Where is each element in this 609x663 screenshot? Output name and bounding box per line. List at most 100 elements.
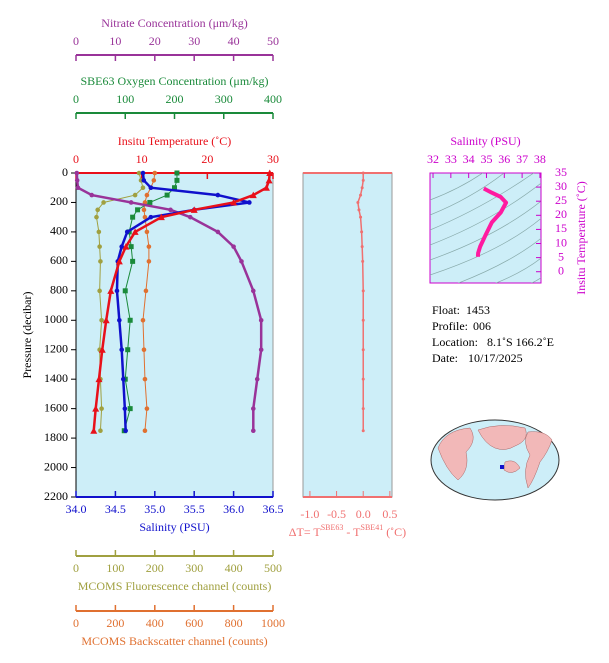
data-marker xyxy=(239,259,244,264)
x-tick-label: 34.0 xyxy=(66,502,87,516)
x-axis-label: SBE63 Oxygen Concentration (μm/kg) xyxy=(80,74,268,88)
info-value: 8.1˚S 166.2˚E xyxy=(487,335,554,349)
data-marker xyxy=(99,406,104,411)
data-marker xyxy=(130,214,136,220)
data-marker xyxy=(102,316,110,324)
data-marker xyxy=(360,186,364,190)
y-tick-label: 0 xyxy=(558,263,564,277)
data-marker xyxy=(75,185,81,191)
data-marker xyxy=(148,214,154,220)
data-marker xyxy=(140,185,146,191)
x-tick-label: 0 xyxy=(73,561,79,575)
data-marker xyxy=(258,317,264,323)
x-axis-label-part: ΔT= T xyxy=(289,525,322,539)
y-tick-label: 400 xyxy=(50,224,68,238)
x-tick-label: 500 xyxy=(264,561,282,575)
profile-line xyxy=(92,172,271,431)
y-tick-label: 30 xyxy=(555,179,567,193)
data-marker xyxy=(231,244,236,249)
data-marker xyxy=(122,243,130,250)
data-marker xyxy=(144,406,150,411)
data-marker xyxy=(115,257,123,265)
world-map xyxy=(430,419,560,501)
data-marker xyxy=(146,244,152,249)
main-plot-area xyxy=(75,172,274,498)
x-tick-label: 32 xyxy=(427,152,439,166)
data-marker xyxy=(74,170,80,176)
x-axis-label-part: SBE41 xyxy=(361,523,384,532)
data-marker xyxy=(90,427,98,434)
data-marker xyxy=(123,428,128,434)
data-marker xyxy=(152,170,158,176)
data-marker xyxy=(99,317,104,323)
data-marker xyxy=(89,192,95,198)
x-tick-label: 200 xyxy=(146,561,164,575)
y-tick-label: 2000 xyxy=(44,459,68,473)
info-value: 006 xyxy=(473,319,491,333)
delta-t-line xyxy=(357,173,364,431)
y-tick-label: 20 xyxy=(555,207,567,221)
data-marker xyxy=(251,428,256,434)
x-tick-label: 34 xyxy=(463,152,475,166)
x-tick-label: 0 xyxy=(73,34,79,48)
data-marker xyxy=(120,376,126,382)
data-marker xyxy=(361,407,365,411)
data-marker xyxy=(143,288,149,294)
x-axis-label-part: (˚C) xyxy=(383,525,406,539)
data-marker xyxy=(164,192,170,198)
data-marker xyxy=(356,200,360,204)
data-marker xyxy=(361,171,365,175)
data-marker xyxy=(74,178,80,183)
x-axis-label-part: SBE63 xyxy=(321,523,344,532)
data-marker xyxy=(107,287,115,294)
x-tick-label: 33 xyxy=(445,152,457,166)
x-axis-label: Nitrate Concentration (μm/kg) xyxy=(101,16,247,30)
data-marker xyxy=(144,229,150,235)
data-marker xyxy=(141,207,147,213)
x-axis-label: ΔT= TSBE63 - TSBE41 (˚C) xyxy=(289,523,406,539)
profile-line xyxy=(75,172,263,431)
data-marker xyxy=(215,192,221,198)
data-marker xyxy=(127,317,133,323)
data-marker xyxy=(172,185,177,191)
data-marker xyxy=(128,244,134,250)
data-marker xyxy=(95,375,103,383)
delta-t-plot-area xyxy=(302,172,393,498)
data-marker xyxy=(249,191,257,199)
x-tick-label: -0.5 xyxy=(327,507,346,521)
data-marker xyxy=(361,377,365,381)
data-marker xyxy=(95,207,100,213)
data-marker xyxy=(124,229,130,235)
data-marker xyxy=(122,288,128,294)
x-tick-label: 34.5 xyxy=(105,502,126,516)
x-tick-label: 20 xyxy=(149,34,161,48)
x-tick-label: 0.5 xyxy=(382,507,397,521)
data-marker xyxy=(361,429,365,433)
info-value: 1453 xyxy=(466,303,490,317)
data-marker xyxy=(254,376,260,382)
ts-line xyxy=(475,186,509,257)
x-axis-label: Insitu Temperature (˚C) xyxy=(118,134,232,148)
info-label: Float: xyxy=(432,303,460,317)
data-marker xyxy=(97,288,102,294)
data-marker xyxy=(258,347,264,353)
data-marker xyxy=(141,347,147,353)
y-tick-label: 5 xyxy=(558,249,564,263)
y-axis-label: Insitu Temperature (˚C) xyxy=(574,181,588,295)
data-marker xyxy=(98,259,103,264)
data-marker xyxy=(361,259,365,263)
data-marker xyxy=(157,213,165,221)
y-tick-label: 10 xyxy=(555,235,567,249)
data-marker xyxy=(361,178,365,182)
x-tick-label: 0 xyxy=(73,152,79,166)
data-marker xyxy=(361,289,365,293)
data-marker xyxy=(119,244,125,249)
data-marker xyxy=(247,200,252,205)
data-marker xyxy=(147,199,153,205)
y-tick-label: 1000 xyxy=(44,312,68,326)
data-marker xyxy=(130,258,136,264)
y-tick-label: 200 xyxy=(50,194,68,208)
info-label: Profile: xyxy=(432,319,468,333)
x-tick-label: 800 xyxy=(225,616,243,630)
data-marker xyxy=(125,347,131,353)
